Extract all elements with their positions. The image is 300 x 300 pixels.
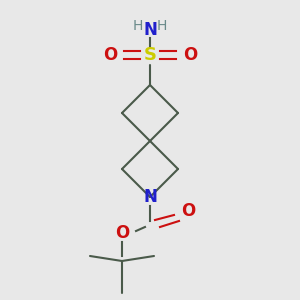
Text: S: S [143,46,157,64]
Text: H: H [133,19,143,33]
Text: O: O [103,46,117,64]
Text: H: H [157,19,167,33]
Text: O: O [115,224,129,242]
Text: O: O [181,202,195,220]
Text: N: N [143,21,157,39]
Text: O: O [183,46,197,64]
Text: N: N [143,188,157,206]
